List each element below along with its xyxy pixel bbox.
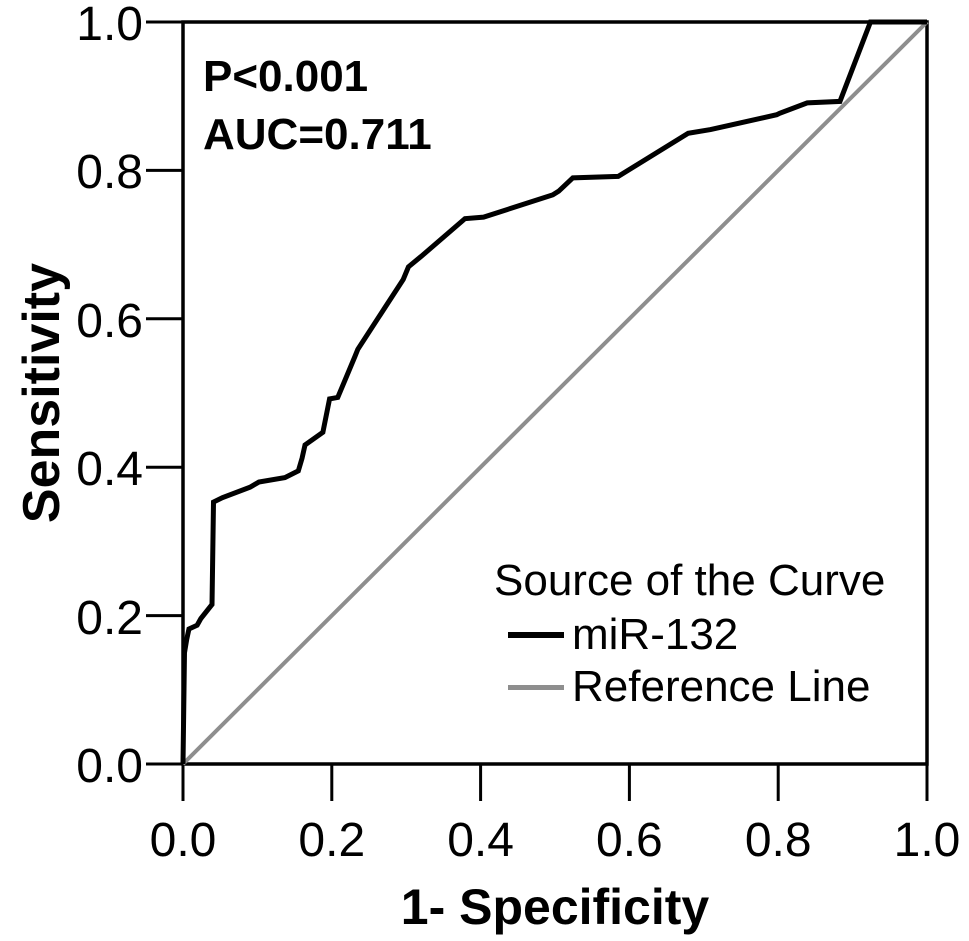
legend-item-reference-line: Reference Line — [508, 662, 885, 711]
y-tick-label: 1.0 — [76, 0, 143, 51]
x-tick-label: 0.2 — [298, 814, 366, 867]
reference-line — [181, 20, 929, 766]
y-tick-label: 0.4 — [76, 443, 143, 497]
legend-title: Source of the Curve — [494, 556, 886, 605]
p-value-text: P<0.001 — [203, 52, 369, 101]
x-tick-label: 0.6 — [596, 814, 663, 867]
x-tick-label: 0.0 — [149, 814, 217, 867]
y-tick-label: 0.8 — [76, 146, 143, 200]
x-tick-label: 0.8 — [744, 814, 812, 867]
y-tick-label: 0.0 — [76, 740, 143, 793]
x-tick-label: 1.0 — [893, 814, 961, 867]
y-axis-title: Sensitivity — [13, 262, 71, 524]
auc-value-text: AUC=0.711 — [203, 110, 432, 159]
legend-item-label: Reference Line — [572, 662, 871, 711]
reference-line-swatch-icon — [508, 684, 564, 690]
x-tick-label: 0.4 — [447, 814, 514, 867]
y-tick-label: 0.2 — [76, 591, 143, 645]
plot-border — [181, 20, 929, 766]
y-tick-label: 0.6 — [76, 294, 143, 348]
mir132-line-swatch-icon — [508, 632, 564, 638]
x-axis-title: 1- Specificity — [400, 879, 710, 935]
legend-item-mir132: miR-132 — [508, 610, 885, 659]
stats-annotation: P<0.001 AUC=0.711 — [203, 48, 432, 164]
legend-item-label: miR-132 — [572, 610, 739, 659]
legend: Source of the Curve miR-132 Reference Li… — [494, 556, 886, 711]
roc-curve-line — [180, 19, 927, 765]
